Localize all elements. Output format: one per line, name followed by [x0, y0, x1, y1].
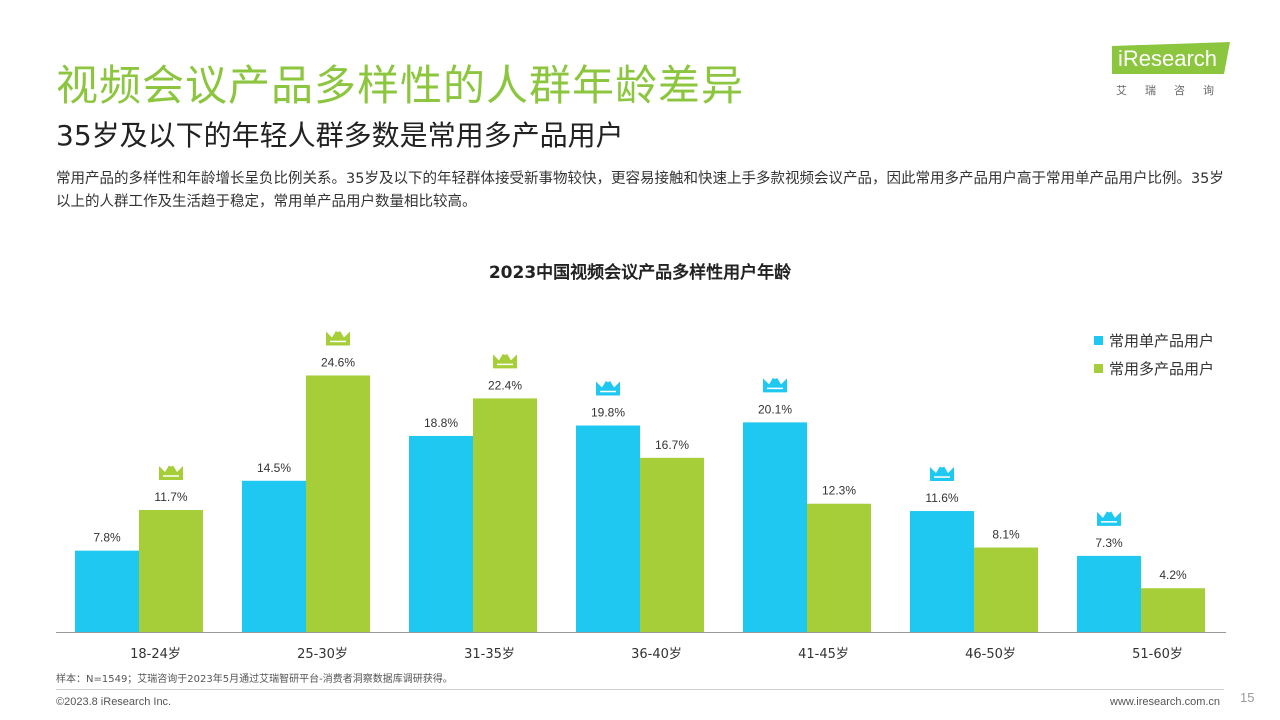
- bar-single-0: [75, 550, 139, 632]
- data-label-multi-3: 16.7%: [655, 438, 689, 452]
- x-tick-label-4: 41-45岁: [798, 647, 849, 662]
- logo-badge: [1112, 42, 1230, 74]
- bar-multi-4: [807, 503, 871, 632]
- chart-container: 2023中国视频会议产品多样性用户年龄 7.8% 11.7% 18-24岁 14.5%…: [0, 250, 1280, 670]
- website-link[interactable]: www.iresearch.com.cn: [1110, 696, 1221, 708]
- x-tick-label-5: 46-50岁: [965, 647, 1016, 662]
- chart-title: 2023中国视频会议产品多样性用户年龄: [488, 263, 792, 283]
- x-tick-label-0: 18-24岁: [130, 647, 181, 662]
- crown-icon-4: [763, 373, 787, 393]
- data-label-single-3: 19.8%: [591, 406, 625, 420]
- bar-multi-2: [473, 398, 537, 632]
- page-subtitle: 35岁及以下的年轻人群多数是常用多产品用户: [56, 119, 624, 152]
- data-label-multi-2: 22.4%: [488, 378, 522, 392]
- footer-divider: [56, 689, 1224, 690]
- bar-multi-6: [1141, 588, 1205, 632]
- legend-label-multi: 常用多产品用户: [1109, 359, 1215, 378]
- bar-multi-5: [974, 547, 1038, 632]
- crown-icon-6: [1097, 507, 1121, 526]
- crown-icon-1: [326, 326, 350, 346]
- page-title: 视频会议产品多样性的人群年龄差异: [56, 61, 745, 110]
- x-tick-label-3: 36-40岁: [631, 647, 682, 662]
- data-label-single-6: 7.3%: [1095, 536, 1123, 550]
- data-label-multi-6: 4.2%: [1159, 568, 1187, 582]
- legend-swatch-multi: [1094, 363, 1103, 373]
- data-label-single-0: 7.8%: [93, 531, 121, 545]
- logo-text: iResearch: [1118, 46, 1218, 71]
- data-label-single-1: 14.5%: [257, 461, 291, 475]
- logo-subtext: 艾瑞咨询: [1116, 84, 1232, 97]
- bar-multi-1: [306, 375, 370, 632]
- x-tick-label-6: 51-60岁: [1132, 647, 1183, 662]
- crown-icon-5: [930, 462, 954, 482]
- bar-multi-3: [640, 457, 704, 632]
- crown-icon-2: [493, 349, 517, 369]
- bar-single-4: [743, 422, 807, 632]
- bar-single-3: [576, 425, 640, 632]
- bar-single-6: [1077, 555, 1141, 632]
- copyright-text: ©2023.8 iResearch Inc.: [56, 696, 172, 708]
- data-label-single-5: 11.6%: [925, 491, 958, 505]
- x-tick-label-2: 31-35岁: [464, 647, 515, 662]
- data-label-multi-5: 8.1%: [992, 528, 1020, 542]
- bar-single-2: [409, 435, 473, 632]
- data-label-single-2: 18.8%: [424, 416, 458, 430]
- bar-single-1: [242, 480, 306, 632]
- legend-label-single: 常用单产品用户: [1109, 331, 1215, 350]
- x-tick-label-1: 25-30岁: [297, 647, 348, 662]
- legend-swatch-single: [1094, 335, 1103, 345]
- legend-item-single: 常用单产品用户: [1094, 326, 1214, 354]
- bar-multi-0: [139, 509, 203, 632]
- legend-item-multi: 常用多产品用户: [1094, 354, 1214, 382]
- data-label-multi-4: 12.3%: [822, 484, 856, 498]
- data-label-multi-1: 24.6%: [321, 355, 355, 369]
- source-note: 样本：N=1549；艾瑞咨询于2023年5月通过艾瑞智研平台-消费者洞察数据库调…: [56, 674, 453, 685]
- description-text: 常用产品的多样性和年龄增长呈负比例关系。35岁及以下的年轻群体接受新事物较快，更…: [56, 171, 1224, 210]
- bar-chart: 7.8% 11.7% 18-24岁 14.5% 24.6% 25-30岁 18.8% 22.4…: [56, 326, 1226, 662]
- page-number: 15: [1240, 690, 1255, 705]
- chart-legend: 常用单产品用户 常用多产品用户: [1094, 326, 1214, 382]
- crown-icon-3: [596, 377, 620, 396]
- data-label-multi-0: 11.7%: [154, 490, 187, 504]
- data-label-single-4: 20.1%: [758, 402, 792, 416]
- crown-icon-0: [159, 461, 183, 480]
- iresearch-logo: iResearch 艾瑞咨询: [1112, 42, 1232, 102]
- bar-single-5: [910, 511, 974, 632]
